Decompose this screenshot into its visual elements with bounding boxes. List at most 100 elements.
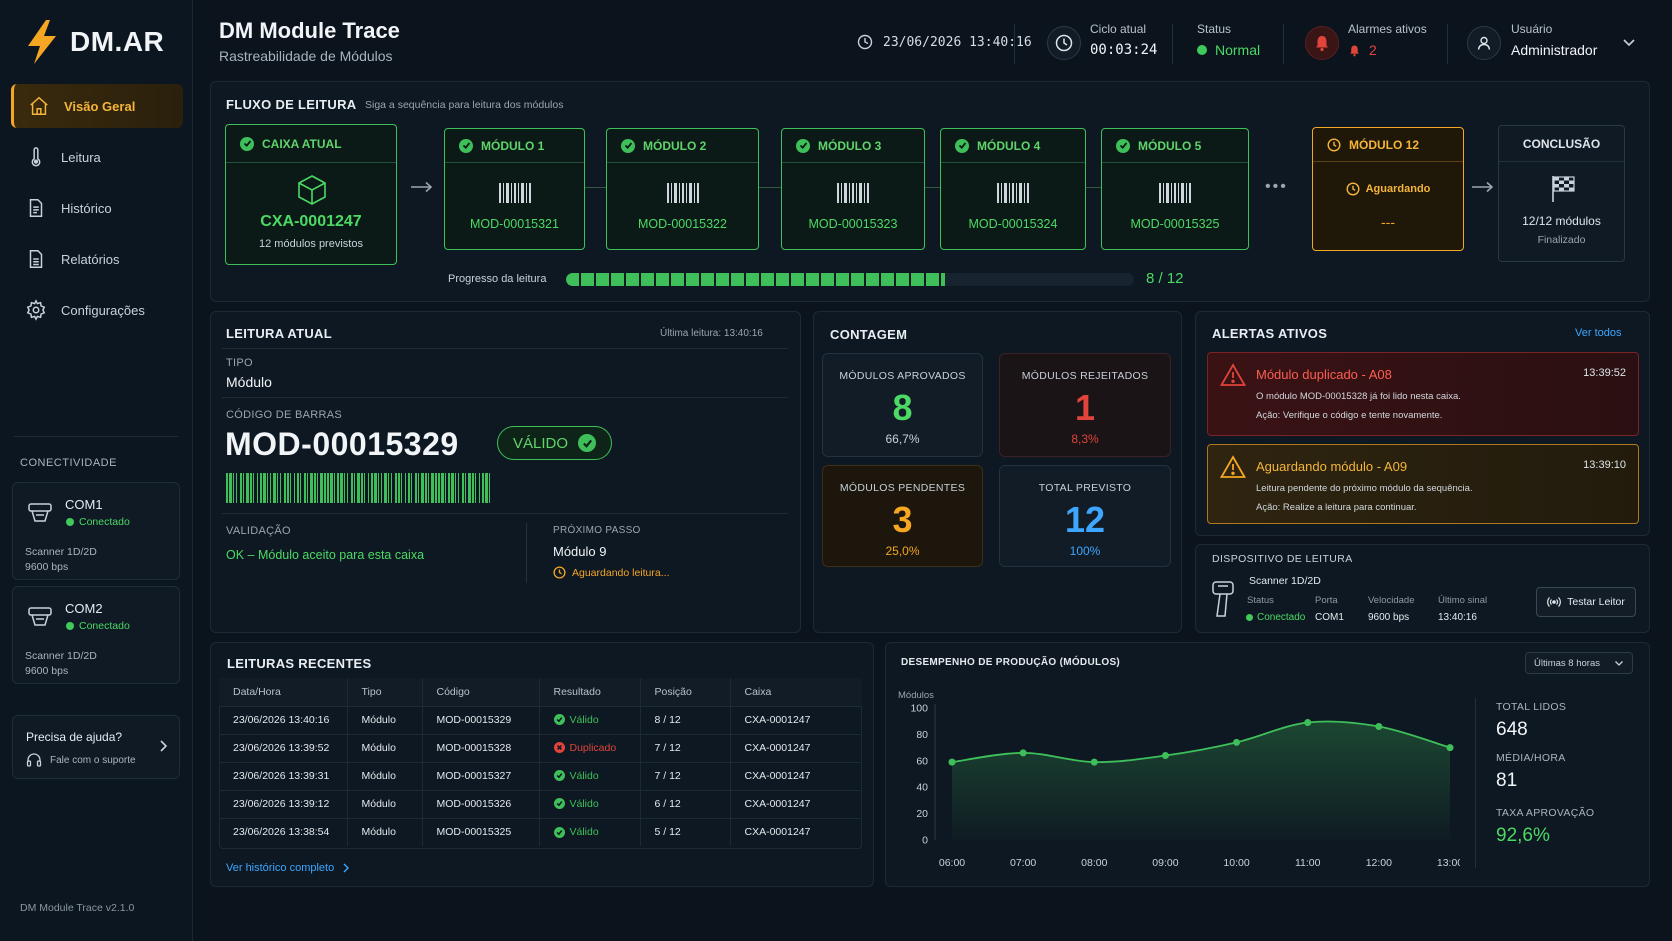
sidebar-item-relatorios[interactable]: Relatórios <box>11 237 183 281</box>
see-all-alerts-link[interactable]: Ver todos <box>1575 327 1622 339</box>
sidebar-item-historico[interactable]: Histórico <box>11 186 183 230</box>
barcode-bar <box>253 473 254 503</box>
sidebar-item-leitura[interactable]: Leitura <box>11 135 183 179</box>
alert-title: Módulo duplicado - A08 <box>1256 367 1392 382</box>
y-tick-label: 40 <box>916 782 928 794</box>
performance-chart: Módulos 0 20 40 60 80 100 06:00 07:00 08:00 09:00 1… <box>898 690 1460 869</box>
conclusion-value: 12/12 módulos <box>1522 214 1601 228</box>
user-block[interactable]: Usuário Administrador <box>1511 22 1597 58</box>
divider <box>222 397 788 398</box>
chevron-right-icon <box>160 740 168 752</box>
chevron-down-icon[interactable] <box>1622 38 1636 48</box>
barcode-bar <box>408 473 410 503</box>
sidebar-item-label: Relatórios <box>61 251 120 267</box>
table-cell: Válido <box>539 761 641 790</box>
barcode-bar <box>300 473 301 503</box>
table-row[interactable]: 23/06/2026 13:39:31 Módulo MOD-00015327 Vál… <box>219 761 862 790</box>
divider-vertical <box>1475 698 1476 868</box>
table-row[interactable]: 23/06/2026 13:40:16 Módulo MOD-00015329 Vál… <box>219 705 862 734</box>
barcode-bar <box>287 473 289 503</box>
module-label: MÓDULO 4 <box>977 138 1041 153</box>
barcode-bar <box>240 473 242 503</box>
check-icon <box>553 798 565 810</box>
table-row[interactable]: 23/06/2026 13:39:52 Módulo MOD-00015328 Dup… <box>219 733 862 762</box>
recent-readings-table: Data/Hora Tipo Código Resultado Posição … <box>219 678 862 846</box>
time-range-value: Últimas 8 horas <box>1534 657 1600 669</box>
user-avatar[interactable] <box>1467 26 1501 60</box>
user-icon <box>1477 36 1491 50</box>
time-range-select[interactable]: Últimas 8 horas <box>1525 652 1633 674</box>
alert-item-waiting[interactable]: Aguardando módulo - A09 13:39:10 Leitura… <box>1207 444 1639 524</box>
table-cell: 7 / 12 <box>640 761 731 790</box>
barcode-icon <box>1159 183 1191 203</box>
barcode-bar <box>236 473 237 503</box>
alarms-block[interactable]: Alarmes ativos 2 <box>1348 22 1427 58</box>
clock-icon <box>857 34 873 50</box>
barcode-value: MOD-00015329 <box>225 426 459 462</box>
col-header[interactable]: Tipo <box>347 678 423 706</box>
approved-pct: 66,7% <box>885 432 920 446</box>
col-header[interactable]: Código <box>422 678 540 706</box>
check-icon <box>553 714 565 726</box>
full-history-link[interactable]: Ver histórico completo <box>226 862 350 874</box>
sidebar-item-configuracoes[interactable]: Configurações <box>11 288 183 332</box>
table-cell: 23/06/2026 13:39:12 <box>219 789 348 818</box>
check-icon <box>553 826 565 838</box>
device-signal-label: Último sinal <box>1438 595 1488 606</box>
table-row[interactable]: 23/06/2026 13:39:12 Módulo MOD-00015326 Vál… <box>219 789 862 818</box>
table-row[interactable]: 23/06/2026 13:38:54 Módulo MOD-00015325 Vál… <box>219 817 862 846</box>
page-subtitle: Rastreabilidade de Módulos <box>219 48 393 64</box>
recent-readings-title: LEITURAS RECENTES <box>227 656 372 671</box>
table-cell: 23/06/2026 13:38:54 <box>219 817 348 846</box>
module-card-4[interactable]: MÓDULO 4 MOD-00015324 <box>940 128 1086 250</box>
connection-card-com2[interactable]: COM2 Conectado Scanner 1D/2D 9600 bps <box>12 586 180 684</box>
col-header[interactable]: Data/Hora <box>219 678 348 706</box>
connection-desc: Scanner 1D/2D 9600 bps <box>25 545 97 575</box>
module-card-5[interactable]: MÓDULO 5 MOD-00015325 <box>1101 128 1249 250</box>
conclusion-card[interactable]: CONCLUSÃO 12/12 módulos Finalizado <box>1498 125 1625 262</box>
module-card-1[interactable]: MÓDULO 1 MOD-00015321 <box>444 128 585 250</box>
module-card-2[interactable]: MÓDULO 2 MOD-00015322 <box>606 128 759 250</box>
table-cell: Módulo <box>347 705 423 734</box>
current-box-card[interactable]: CAIXA ATUAL CXA-0001247 12 módulos previ… <box>225 124 397 265</box>
module-card-12[interactable]: MÓDULO 12 Aguardando --- <box>1312 127 1464 251</box>
gear-icon <box>26 299 46 321</box>
barcode-bar <box>472 473 474 503</box>
recent-table-body: 23/06/2026 13:40:16 Módulo MOD-00015329 Vál… <box>219 705 862 846</box>
barcode-bar <box>485 473 488 503</box>
connection-name: COM1 <box>65 497 103 512</box>
table-cell: 5 / 12 <box>640 817 731 846</box>
brand-logo[interactable]: DM.AR <box>24 20 164 64</box>
alert-item-duplicate[interactable]: Módulo duplicado - A08 13:39:52 O módulo… <box>1207 352 1639 436</box>
device-port-label: Porta <box>1315 595 1338 606</box>
result-badge: Válido <box>553 798 599 810</box>
barcode-bar <box>243 473 244 503</box>
progress-fill <box>566 273 945 286</box>
x-tick-label: 12:00 <box>1366 857 1392 869</box>
col-header[interactable]: Caixa <box>730 678 862 706</box>
col-header[interactable]: Posição <box>640 678 731 706</box>
result-text: Válido <box>569 769 599 782</box>
result-text: Duplicado <box>569 741 617 754</box>
table-cell: 8 / 12 <box>640 705 731 734</box>
alarm-bell-button[interactable] <box>1305 26 1339 60</box>
page-title: DM Module Trace <box>219 18 400 43</box>
progress-bar <box>566 273 1134 286</box>
col-header[interactable]: Resultado <box>539 678 641 706</box>
barcode-bar <box>344 473 345 503</box>
table-cell: MOD-00015327 <box>422 761 540 790</box>
sidebar-item-visao-geral[interactable]: Visão Geral <box>11 84 183 128</box>
alarms-value: 2 <box>1348 42 1427 58</box>
scanner-icon <box>28 503 52 522</box>
barcode-icon <box>666 183 699 203</box>
barcode-bar <box>435 473 437 503</box>
help-card[interactable]: Precisa de ajuda? Fale com o suporte <box>12 715 180 779</box>
module-card-3[interactable]: MÓDULO 3 MOD-00015323 <box>781 128 925 250</box>
header-separator <box>1172 24 1173 64</box>
connection-card-com1[interactable]: COM1 Conectado Scanner 1D/2D 9600 bps <box>12 482 180 580</box>
test-reader-button[interactable]: Testar Leitor <box>1536 587 1636 617</box>
result-badge: Válido <box>553 826 599 838</box>
module-status-text: Aguardando <box>1365 183 1431 195</box>
data-point <box>1233 738 1241 746</box>
module-header: MÓDULO 2 <box>607 129 758 163</box>
